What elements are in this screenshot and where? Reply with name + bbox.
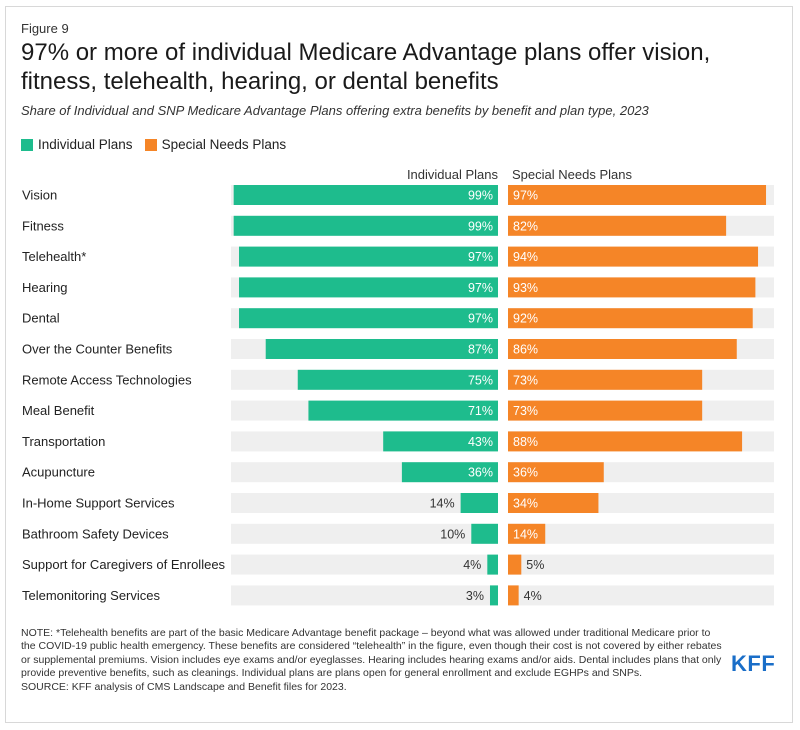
data-label-individual: 97% [468, 281, 493, 295]
category-label: Telemonitoring Services [22, 588, 161, 603]
bar-track-individual [231, 493, 498, 513]
bar-individual [308, 400, 498, 421]
bar-snp [508, 277, 756, 298]
bar-individual [239, 246, 498, 267]
bar-snp [508, 185, 767, 205]
data-label-snp: 73% [513, 404, 538, 418]
chart-subtitle: Share of Individual and SNP Medicare Adv… [21, 103, 649, 118]
bar-snp [508, 246, 759, 267]
bar-snp [508, 462, 604, 483]
category-label: Acupuncture [22, 465, 95, 480]
category-label: Support for Caregivers of Enrollees [22, 557, 226, 572]
data-label-individual: 4% [463, 558, 481, 572]
figure-frame [5, 6, 793, 723]
data-label-snp: 86% [513, 343, 538, 357]
category-label: Hearing [22, 280, 68, 295]
data-label-snp: 82% [513, 219, 538, 233]
source-text: SOURCE: KFF analysis of CMS Landscape an… [21, 680, 347, 693]
bar-snp [508, 585, 519, 606]
data-label-snp: 97% [513, 189, 538, 203]
bar-individual [239, 308, 498, 329]
category-label: Transportation [22, 434, 105, 449]
data-label-individual: 97% [468, 250, 493, 264]
bar-individual [383, 431, 498, 452]
data-label-snp: 5% [526, 558, 544, 572]
bar-individual [460, 493, 498, 513]
data-label-individual: 99% [468, 189, 493, 203]
category-label: Meal Benefit [22, 403, 95, 418]
legend-label-snp: Special Needs Plans [161, 137, 287, 152]
data-label-snp: 88% [513, 435, 538, 449]
bar-individual [487, 554, 498, 575]
data-label-individual: 75% [468, 373, 493, 387]
legend-swatch-snp [144, 138, 157, 151]
category-label: Dental [22, 311, 60, 326]
category-label: Telehealth* [22, 249, 86, 264]
column-header-snp: Special Needs Plans [512, 167, 632, 182]
bar-snp [508, 523, 546, 544]
data-label-individual: 87% [468, 343, 493, 357]
bar-track-individual [231, 554, 498, 575]
bar-chart: Individual Plans Special Needs Plans Visio… [22, 167, 774, 606]
data-label-snp: 93% [513, 281, 538, 295]
data-label-snp: 14% [513, 527, 538, 541]
bar-individual [233, 185, 499, 205]
bar-individual [471, 523, 498, 544]
note-text: NOTE: *Telehealth benefits are part of t… [21, 627, 722, 680]
bar-snp [508, 554, 522, 575]
data-label-snp: 34% [513, 497, 538, 511]
bar-track-snp [508, 585, 774, 606]
legend-swatch-individual [21, 138, 33, 151]
bar-individual [401, 462, 498, 483]
data-label-individual: 10% [440, 527, 465, 541]
chart-title: 97% or more of individual Medicare Advan… [21, 39, 711, 95]
legend: Individual Plans Special Needs Plans [21, 137, 298, 152]
data-label-individual: 97% [468, 312, 493, 326]
category-label: Bathroom Safety Devices [22, 526, 169, 541]
bar-snp [508, 339, 737, 359]
data-label-individual: 14% [430, 497, 455, 511]
bar-track-individual [231, 523, 498, 544]
category-label: In-Home Support Services [22, 496, 175, 511]
footnotes: NOTE: *Telehealth benefits are part of t… [21, 627, 726, 694]
bar-individual [297, 369, 498, 390]
bar-individual [233, 215, 499, 236]
kff-logo: KFF [731, 651, 776, 676]
category-label: Fitness [22, 218, 64, 233]
data-label-individual: 43% [468, 435, 493, 449]
bar-snp [508, 493, 599, 513]
bar-snp [508, 369, 703, 390]
data-label-individual: 99% [468, 219, 493, 233]
legend-item-individual: Individual Plans [21, 137, 133, 152]
data-label-snp: 92% [513, 312, 538, 326]
bar-snp [508, 215, 727, 236]
data-label-individual: 71% [468, 404, 493, 418]
bar-individual [489, 585, 498, 606]
bar-snp [508, 431, 743, 452]
category-label: Over the Counter Benefits [22, 342, 173, 357]
data-label-individual: 36% [468, 466, 493, 480]
bar-snp [508, 400, 703, 421]
bar-track-individual [231, 585, 498, 606]
legend-item-snp: Special Needs Plans [144, 137, 287, 152]
data-label-snp: 73% [513, 373, 538, 387]
category-label: Remote Access Technologies [22, 372, 192, 387]
data-label-individual: 3% [466, 589, 484, 603]
column-header-individual: Individual Plans [407, 167, 499, 182]
bar-snp [508, 308, 753, 329]
bar-individual [265, 339, 498, 359]
category-label: Vision [22, 188, 57, 203]
bar-track-snp [508, 554, 774, 575]
data-label-snp: 4% [524, 589, 542, 603]
bar-track-snp [508, 523, 774, 544]
figure-label: Figure 9 [21, 21, 69, 36]
bar-individual [239, 277, 498, 298]
data-label-snp: 94% [513, 250, 538, 264]
legend-label-individual: Individual Plans [38, 137, 133, 152]
data-label-snp: 36% [513, 466, 538, 480]
